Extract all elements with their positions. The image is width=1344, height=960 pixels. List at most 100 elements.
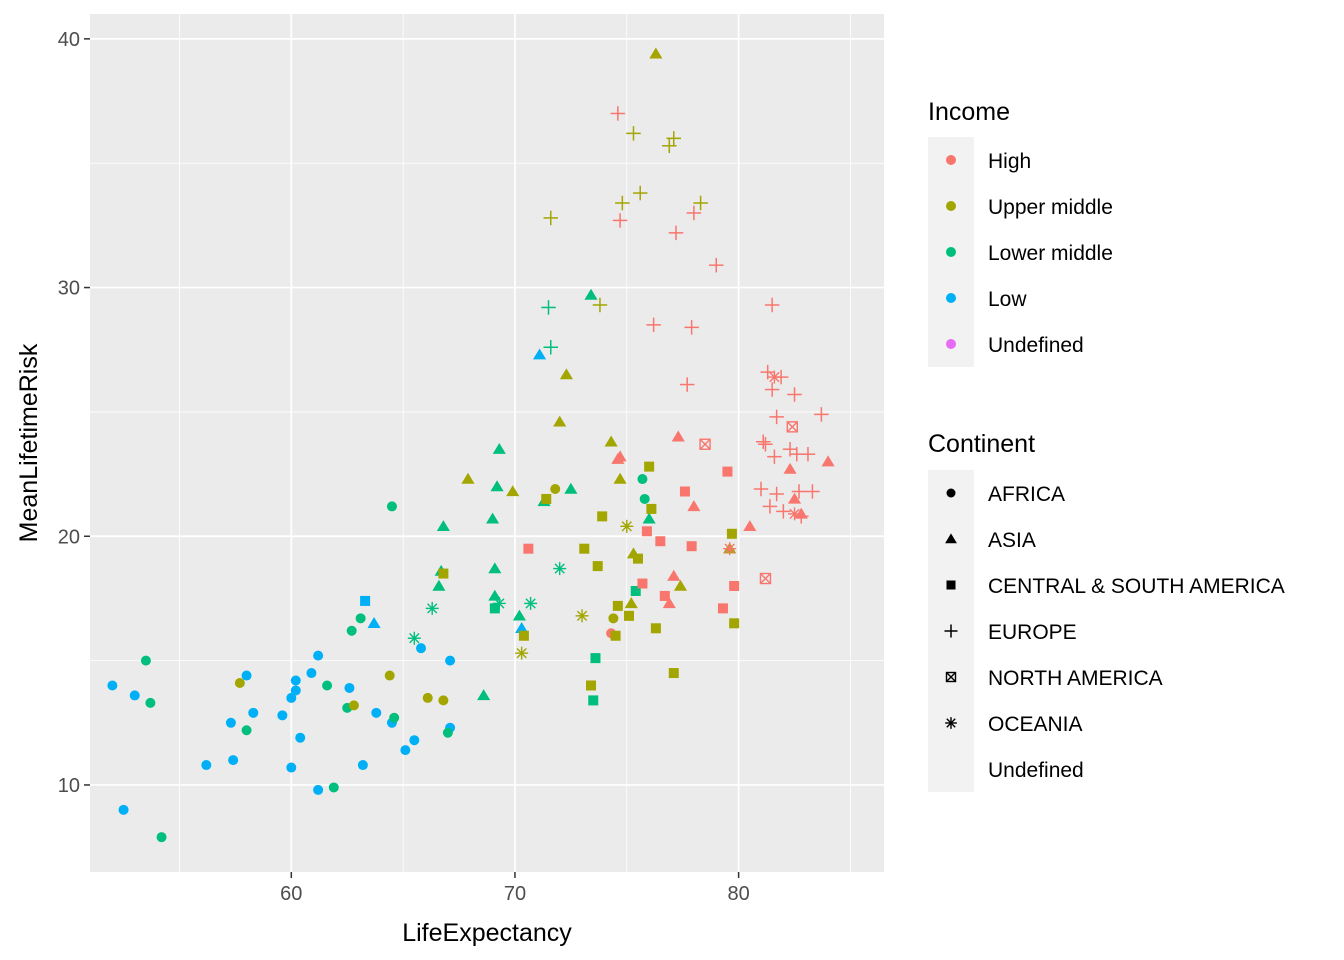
- data-point: [313, 784, 324, 795]
- data-point: [686, 541, 697, 552]
- data-point: [543, 210, 558, 226]
- data-point: [612, 213, 628, 228]
- data-point: [425, 601, 439, 615]
- continent-legend-key: [945, 671, 957, 683]
- data-point: [764, 297, 780, 313]
- data-point: [666, 131, 682, 146]
- data-point: [407, 631, 421, 645]
- income-legend-label: Upper middle: [988, 196, 1113, 219]
- data-point: [620, 519, 634, 533]
- data-point: [524, 596, 538, 610]
- data-point: [277, 710, 288, 721]
- y-axis-title: MeanLifetimeRisk: [15, 343, 43, 542]
- data-point: [523, 543, 534, 554]
- data-point: [541, 300, 556, 315]
- y-tick-label: 10: [58, 775, 80, 797]
- data-point: [787, 492, 802, 504]
- data-point: [286, 762, 297, 773]
- data-point: [506, 485, 520, 497]
- data-point: [791, 484, 807, 499]
- continent-legend-title: Continent: [928, 430, 1035, 458]
- data-point: [639, 493, 650, 504]
- data-point: [384, 670, 395, 681]
- data-point: [586, 680, 597, 691]
- data-point: [668, 225, 684, 241]
- data-point: [295, 732, 306, 743]
- data-point: [156, 832, 167, 843]
- continent-legend-label: CENTRAL & SOUTH AMERICA: [988, 575, 1285, 598]
- data-point: [416, 643, 427, 654]
- data-point: [129, 690, 140, 701]
- data-point: [729, 581, 740, 591]
- data-point: [641, 526, 652, 537]
- data-point: [684, 320, 699, 335]
- data-point: [610, 106, 626, 121]
- panel-background: [90, 14, 884, 872]
- continent-legend-label: OCEANIA: [988, 713, 1083, 736]
- continent-legend-key: [946, 488, 956, 498]
- data-point: [442, 727, 453, 738]
- data-point: [357, 760, 368, 771]
- continent-legend-label: AFRICA: [988, 483, 1065, 506]
- data-point: [228, 755, 239, 766]
- data-point: [722, 466, 733, 477]
- data-point: [786, 421, 798, 433]
- data-point: [769, 486, 784, 502]
- data-point: [436, 520, 450, 532]
- data-point: [488, 589, 502, 601]
- data-point: [360, 595, 371, 606]
- data-point: [553, 415, 567, 427]
- data-point: [662, 597, 676, 609]
- data-point: [769, 409, 784, 425]
- data-point: [723, 542, 737, 556]
- data-point: [564, 482, 578, 494]
- grid-lines: [90, 14, 884, 872]
- data-point: [762, 499, 778, 514]
- data-point: [805, 484, 820, 499]
- data-point: [367, 617, 381, 628]
- data-point: [313, 650, 324, 661]
- data-point: [286, 692, 297, 703]
- continent-legend-key: [945, 717, 957, 729]
- data-point: [541, 493, 552, 504]
- data-point: [608, 613, 619, 624]
- data-point: [642, 512, 656, 524]
- data-point: [767, 370, 781, 384]
- data-point: [662, 138, 677, 154]
- data-point: [644, 461, 655, 472]
- data-point: [776, 504, 791, 519]
- data-point: [630, 585, 641, 596]
- data-point: [743, 520, 757, 532]
- data-point: [386, 501, 397, 512]
- data-point: [579, 543, 590, 554]
- data-point: [597, 511, 608, 522]
- data-point: [422, 692, 433, 703]
- data-point: [637, 474, 648, 485]
- data-point: [344, 682, 355, 693]
- data-point: [764, 382, 780, 397]
- data-point: [518, 630, 529, 641]
- data-point: [107, 680, 118, 691]
- data-point: [800, 446, 816, 462]
- income-legend-key: [946, 201, 956, 211]
- data-point: [821, 455, 835, 467]
- data-point: [492, 596, 506, 610]
- income-legend-label: Low: [988, 288, 1027, 311]
- data-point: [729, 618, 740, 629]
- data-point: [241, 670, 252, 681]
- data-point: [624, 597, 638, 609]
- data-point: [140, 655, 151, 666]
- data-point: [290, 685, 301, 696]
- data-point: [632, 185, 648, 201]
- data-point: [248, 707, 259, 718]
- axis-ticks: 60 70 80 10 20 30 40: [58, 29, 750, 905]
- data-point: [489, 603, 500, 614]
- data-point: [445, 655, 456, 666]
- data-point: [659, 590, 670, 601]
- continent-legend-label: Undefined: [988, 759, 1084, 782]
- income-legend-label: Undefined: [988, 334, 1084, 357]
- data-point: [613, 450, 627, 462]
- data-point: [588, 695, 599, 706]
- data-point: [592, 297, 608, 313]
